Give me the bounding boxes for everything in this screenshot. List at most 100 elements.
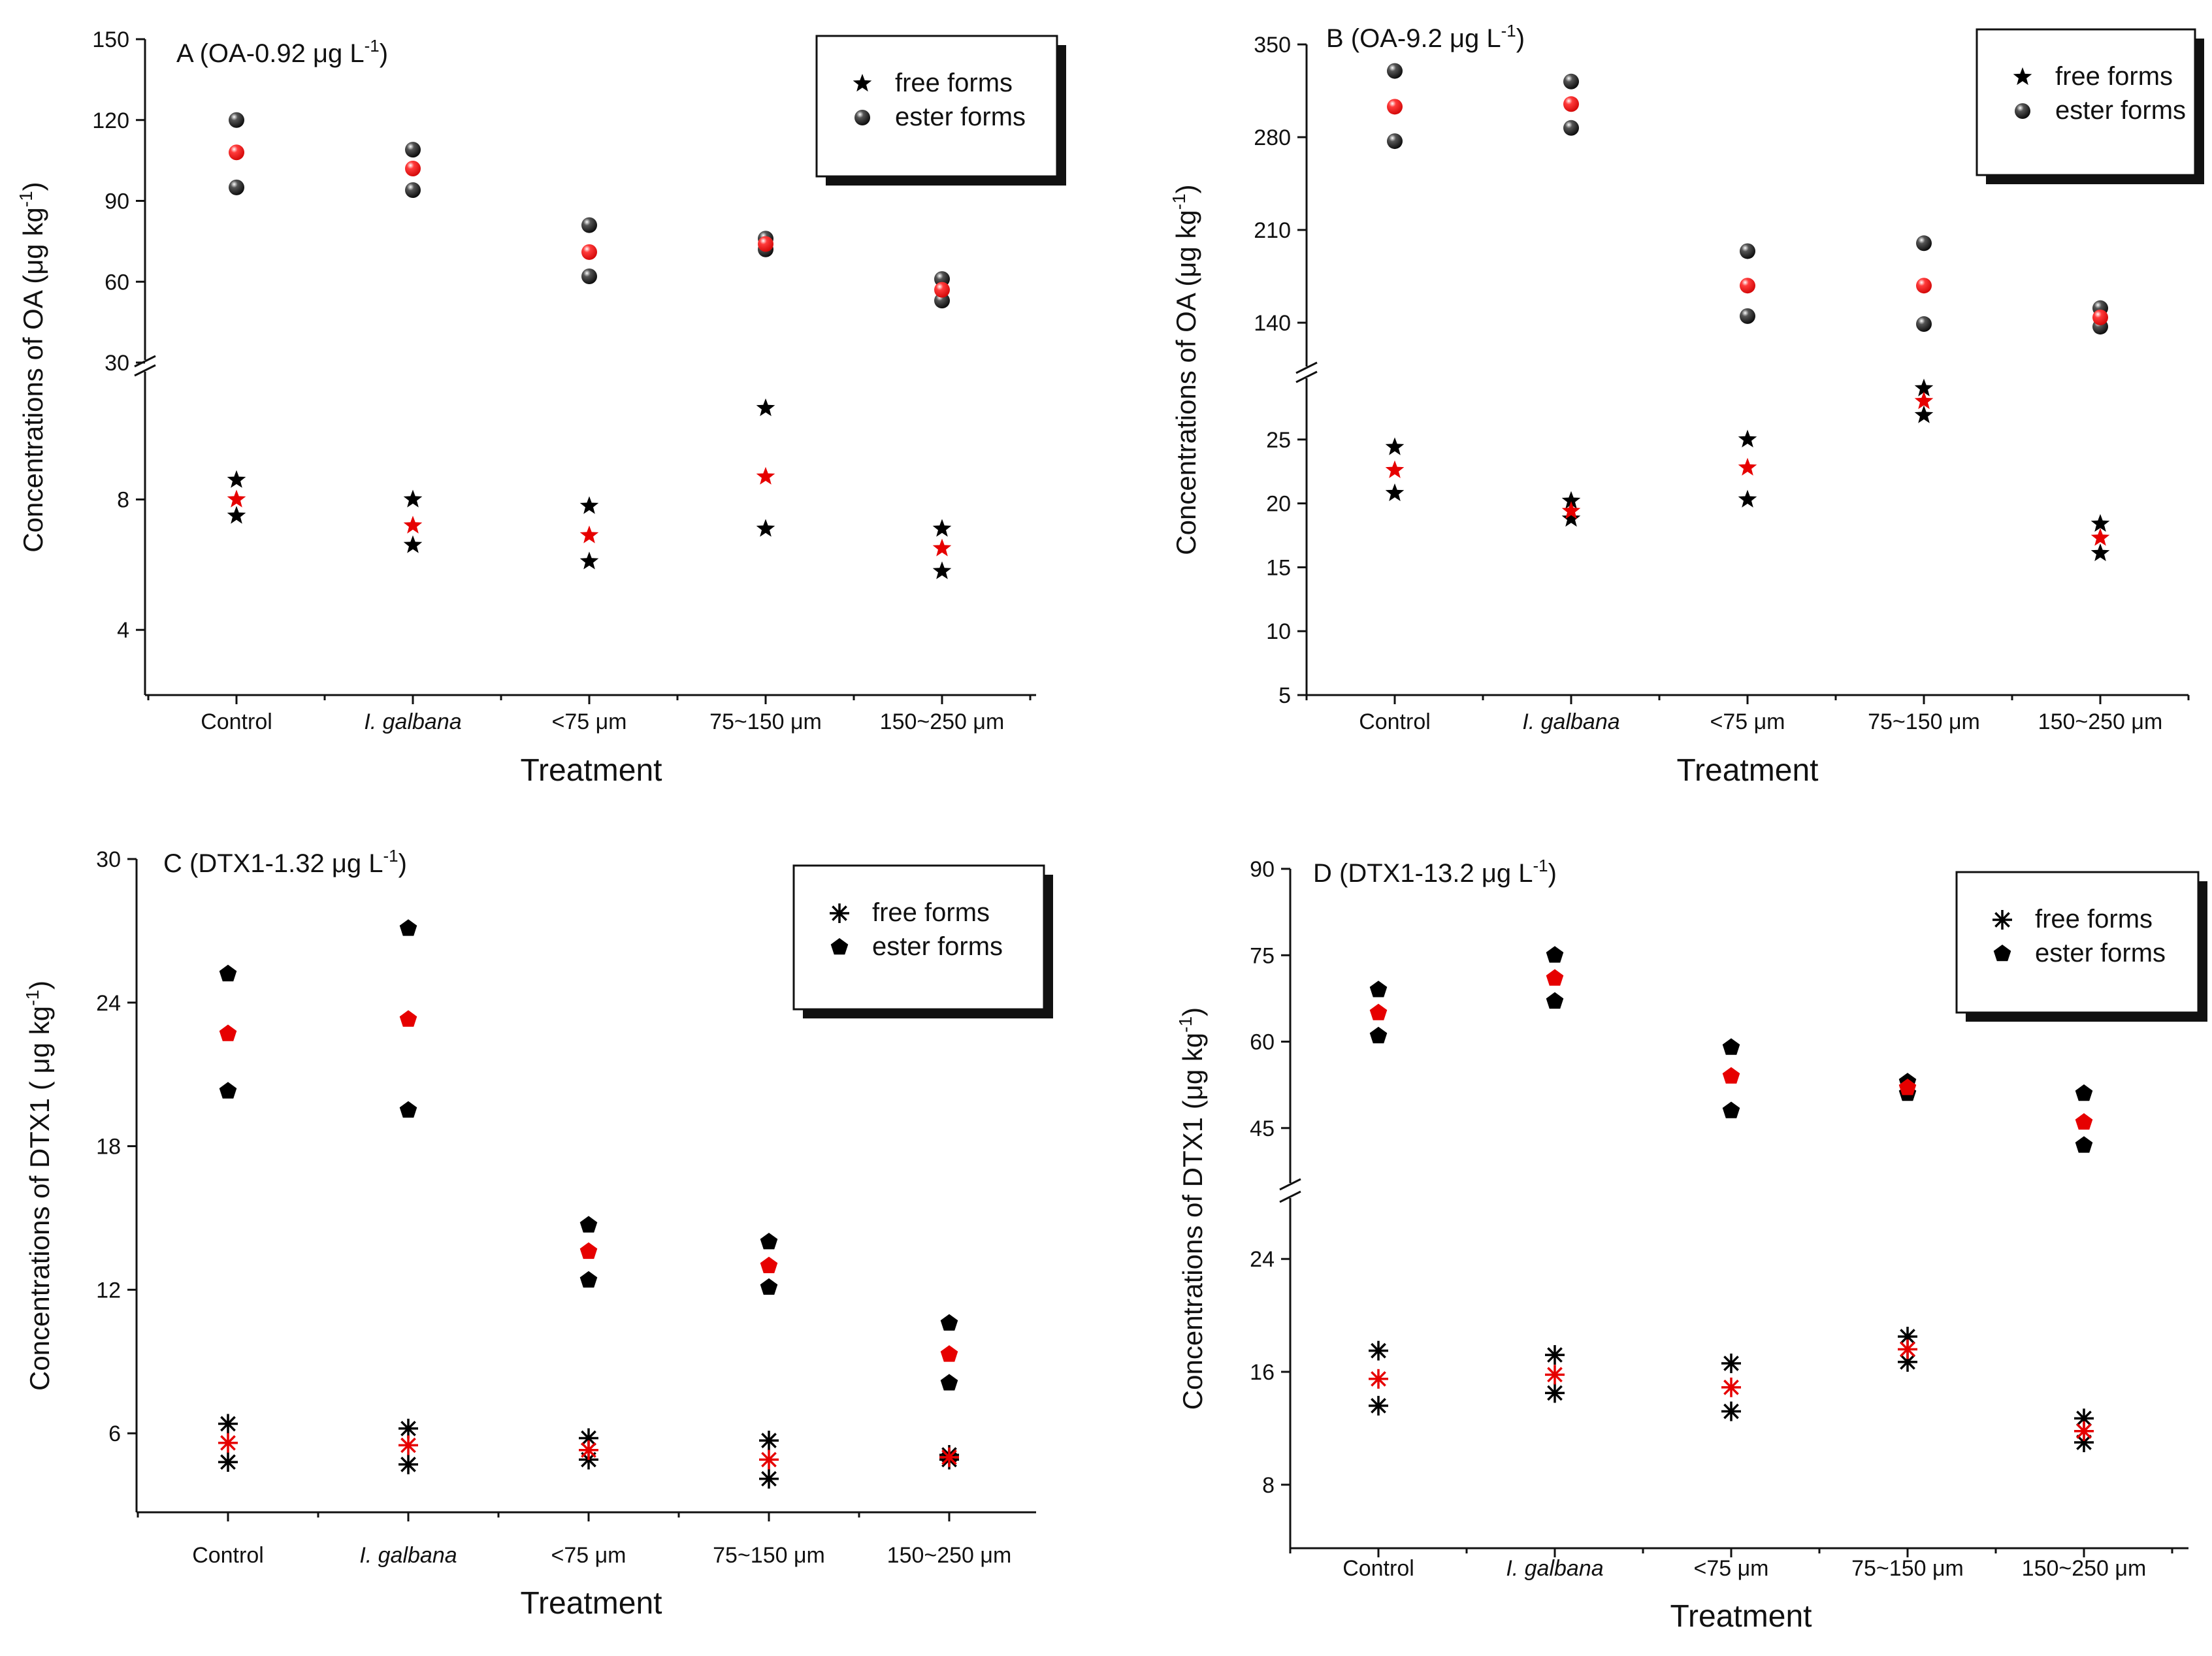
y-tick-label: 24 bbox=[1250, 1247, 1275, 1272]
y-tick-label: 5 bbox=[1278, 683, 1291, 708]
y-axis-title-sup: -1 bbox=[1169, 193, 1189, 210]
panel-title-sup: -1 bbox=[1501, 21, 1516, 41]
y-axis-title: Concentrations of OA (μg kg-1) bbox=[16, 182, 48, 552]
star-mean-point bbox=[932, 538, 952, 557]
sphere-mean-point bbox=[1916, 278, 1932, 294]
pentagon-mean-point bbox=[1546, 969, 1564, 986]
x-tick-label: Control bbox=[201, 709, 272, 734]
y-axis: 150 120 90 60 30 8 4 bbox=[92, 27, 156, 695]
star-upper-point bbox=[1738, 429, 1757, 447]
sphere-upper-point bbox=[1740, 243, 1755, 259]
y-axis-title-sup: -1 bbox=[1175, 1016, 1195, 1033]
x-axis-title: Treatment bbox=[521, 753, 662, 788]
legend-label: free forms bbox=[2055, 62, 2173, 91]
asterisk-upper-point bbox=[1369, 1340, 1388, 1361]
asterisk-lower-point bbox=[1545, 1383, 1565, 1403]
panel-title-sup: -1 bbox=[383, 846, 398, 866]
x-axis: Control I. galbana <75 μm 75~150 μm 150~250 … bbox=[145, 694, 1036, 734]
asterisk-mean-point bbox=[398, 1435, 418, 1455]
legend-box bbox=[1955, 871, 2200, 1014]
x-tick-label: I. galbana bbox=[364, 709, 461, 734]
legend-box bbox=[1976, 28, 2196, 176]
star-lower-point bbox=[932, 561, 952, 579]
star-lower-point bbox=[1385, 483, 1405, 502]
asterisk-lower-point bbox=[1898, 1352, 1917, 1372]
pentagon-upper-point bbox=[399, 919, 417, 936]
x-tick-label: 150~250 μm bbox=[2038, 709, 2163, 734]
axis-break-icon bbox=[1279, 1178, 1301, 1203]
sphere-mean-point bbox=[1563, 96, 1579, 112]
legend-asterisk-icon bbox=[830, 903, 849, 923]
panel-title-main: D (DTX1-13.2 μg L bbox=[1313, 859, 1533, 888]
star-mean-point bbox=[1385, 460, 1405, 478]
y-axis: 350 280 210 140 25 20 15 10 5 bbox=[1254, 33, 1318, 708]
x-tick-label: I. galbana bbox=[1522, 709, 1619, 734]
y-tick-label: 15 bbox=[1266, 555, 1291, 580]
asterisk-lower-point bbox=[1721, 1401, 1741, 1421]
pentagon-lower-point bbox=[219, 1082, 237, 1099]
sphere-lower-point bbox=[1387, 133, 1403, 150]
pentagon-mean-point bbox=[399, 1010, 417, 1027]
star-mean-point bbox=[1738, 457, 1757, 476]
data-points bbox=[1385, 63, 2110, 561]
star-mean-point bbox=[756, 466, 775, 485]
pentagon-mean-point bbox=[1369, 1003, 1388, 1020]
star-mean-point bbox=[227, 489, 246, 508]
x-axis-title: Treatment bbox=[1670, 1599, 1812, 1634]
x-tick-label: 75~150 μm bbox=[1851, 1556, 1964, 1581]
x-tick-label: Control bbox=[1342, 1556, 1414, 1581]
sphere-mean-point bbox=[2092, 309, 2108, 325]
asterisk-mean-point bbox=[579, 1440, 598, 1460]
star-lower-point bbox=[2090, 543, 2110, 561]
star-mean-point bbox=[2090, 528, 2110, 546]
y-axis-title-end: ) bbox=[24, 981, 55, 990]
pentagon-lower-point bbox=[760, 1278, 778, 1295]
y-axis-title-end: ) bbox=[1177, 1007, 1208, 1016]
sphere-mean-point bbox=[1387, 99, 1403, 115]
sphere-lower-point bbox=[1916, 316, 1932, 333]
sphere-mean-point bbox=[1740, 278, 1755, 294]
y-tick-label: 4 bbox=[117, 618, 129, 643]
sphere-lower-point bbox=[581, 268, 597, 284]
panel-title-sup: -1 bbox=[365, 36, 380, 56]
y-tick-label: 6 bbox=[108, 1421, 121, 1446]
star-lower-point bbox=[1561, 509, 1581, 527]
y-tick-label: 30 bbox=[96, 847, 121, 872]
legend-pentagon-icon bbox=[830, 938, 849, 955]
panel-title-end: ) bbox=[1548, 859, 1557, 888]
panel-title-main: A (OA-0.92 μg L bbox=[176, 39, 365, 68]
pentagon-upper-point bbox=[2075, 1084, 2093, 1101]
pentagon-mean-point bbox=[2075, 1113, 2093, 1130]
pentagon-mean-point bbox=[1722, 1067, 1740, 1084]
legend: free forms ester forms bbox=[1955, 871, 2207, 1022]
y-tick-label: 25 bbox=[1266, 428, 1291, 453]
pentagon-upper-point bbox=[940, 1314, 958, 1331]
pentagon-upper-point bbox=[1369, 981, 1388, 998]
sphere-mean-point bbox=[581, 244, 597, 260]
star-upper-point bbox=[403, 489, 423, 508]
asterisk-upper-point bbox=[398, 1418, 418, 1438]
x-tick-label: Control bbox=[1359, 709, 1431, 734]
legend-label: ester forms bbox=[895, 103, 1026, 131]
y-axis-title-end: ) bbox=[1171, 184, 1201, 193]
pentagon-upper-point bbox=[1722, 1038, 1740, 1055]
legend-label: ester forms bbox=[872, 932, 1003, 961]
asterisk-lower-point bbox=[398, 1454, 418, 1474]
sphere-lower-point bbox=[405, 182, 421, 198]
sphere-upper-point bbox=[1387, 63, 1403, 79]
y-tick-label: 30 bbox=[105, 351, 129, 376]
y-axis-title: Concentrations of DTX1 (μg kg-1) bbox=[1175, 1007, 1208, 1410]
panel-title-sup: -1 bbox=[1533, 856, 1548, 875]
star-upper-point bbox=[227, 470, 246, 488]
y-tick-label: 16 bbox=[1250, 1360, 1275, 1385]
y-axis-title-sup: -1 bbox=[22, 990, 42, 1006]
asterisk-lower-point bbox=[1369, 1395, 1388, 1416]
y-axis-title-main: Concentrations of DTX1 (μg kg bbox=[1177, 1033, 1208, 1410]
sphere-mean-point bbox=[758, 236, 773, 252]
asterisk-lower-point bbox=[759, 1469, 779, 1489]
y-tick-label: 350 bbox=[1254, 33, 1291, 57]
legend-label: free forms bbox=[2035, 905, 2153, 934]
y-tick-label: 150 bbox=[92, 27, 129, 52]
y-tick-label: 90 bbox=[105, 189, 129, 214]
